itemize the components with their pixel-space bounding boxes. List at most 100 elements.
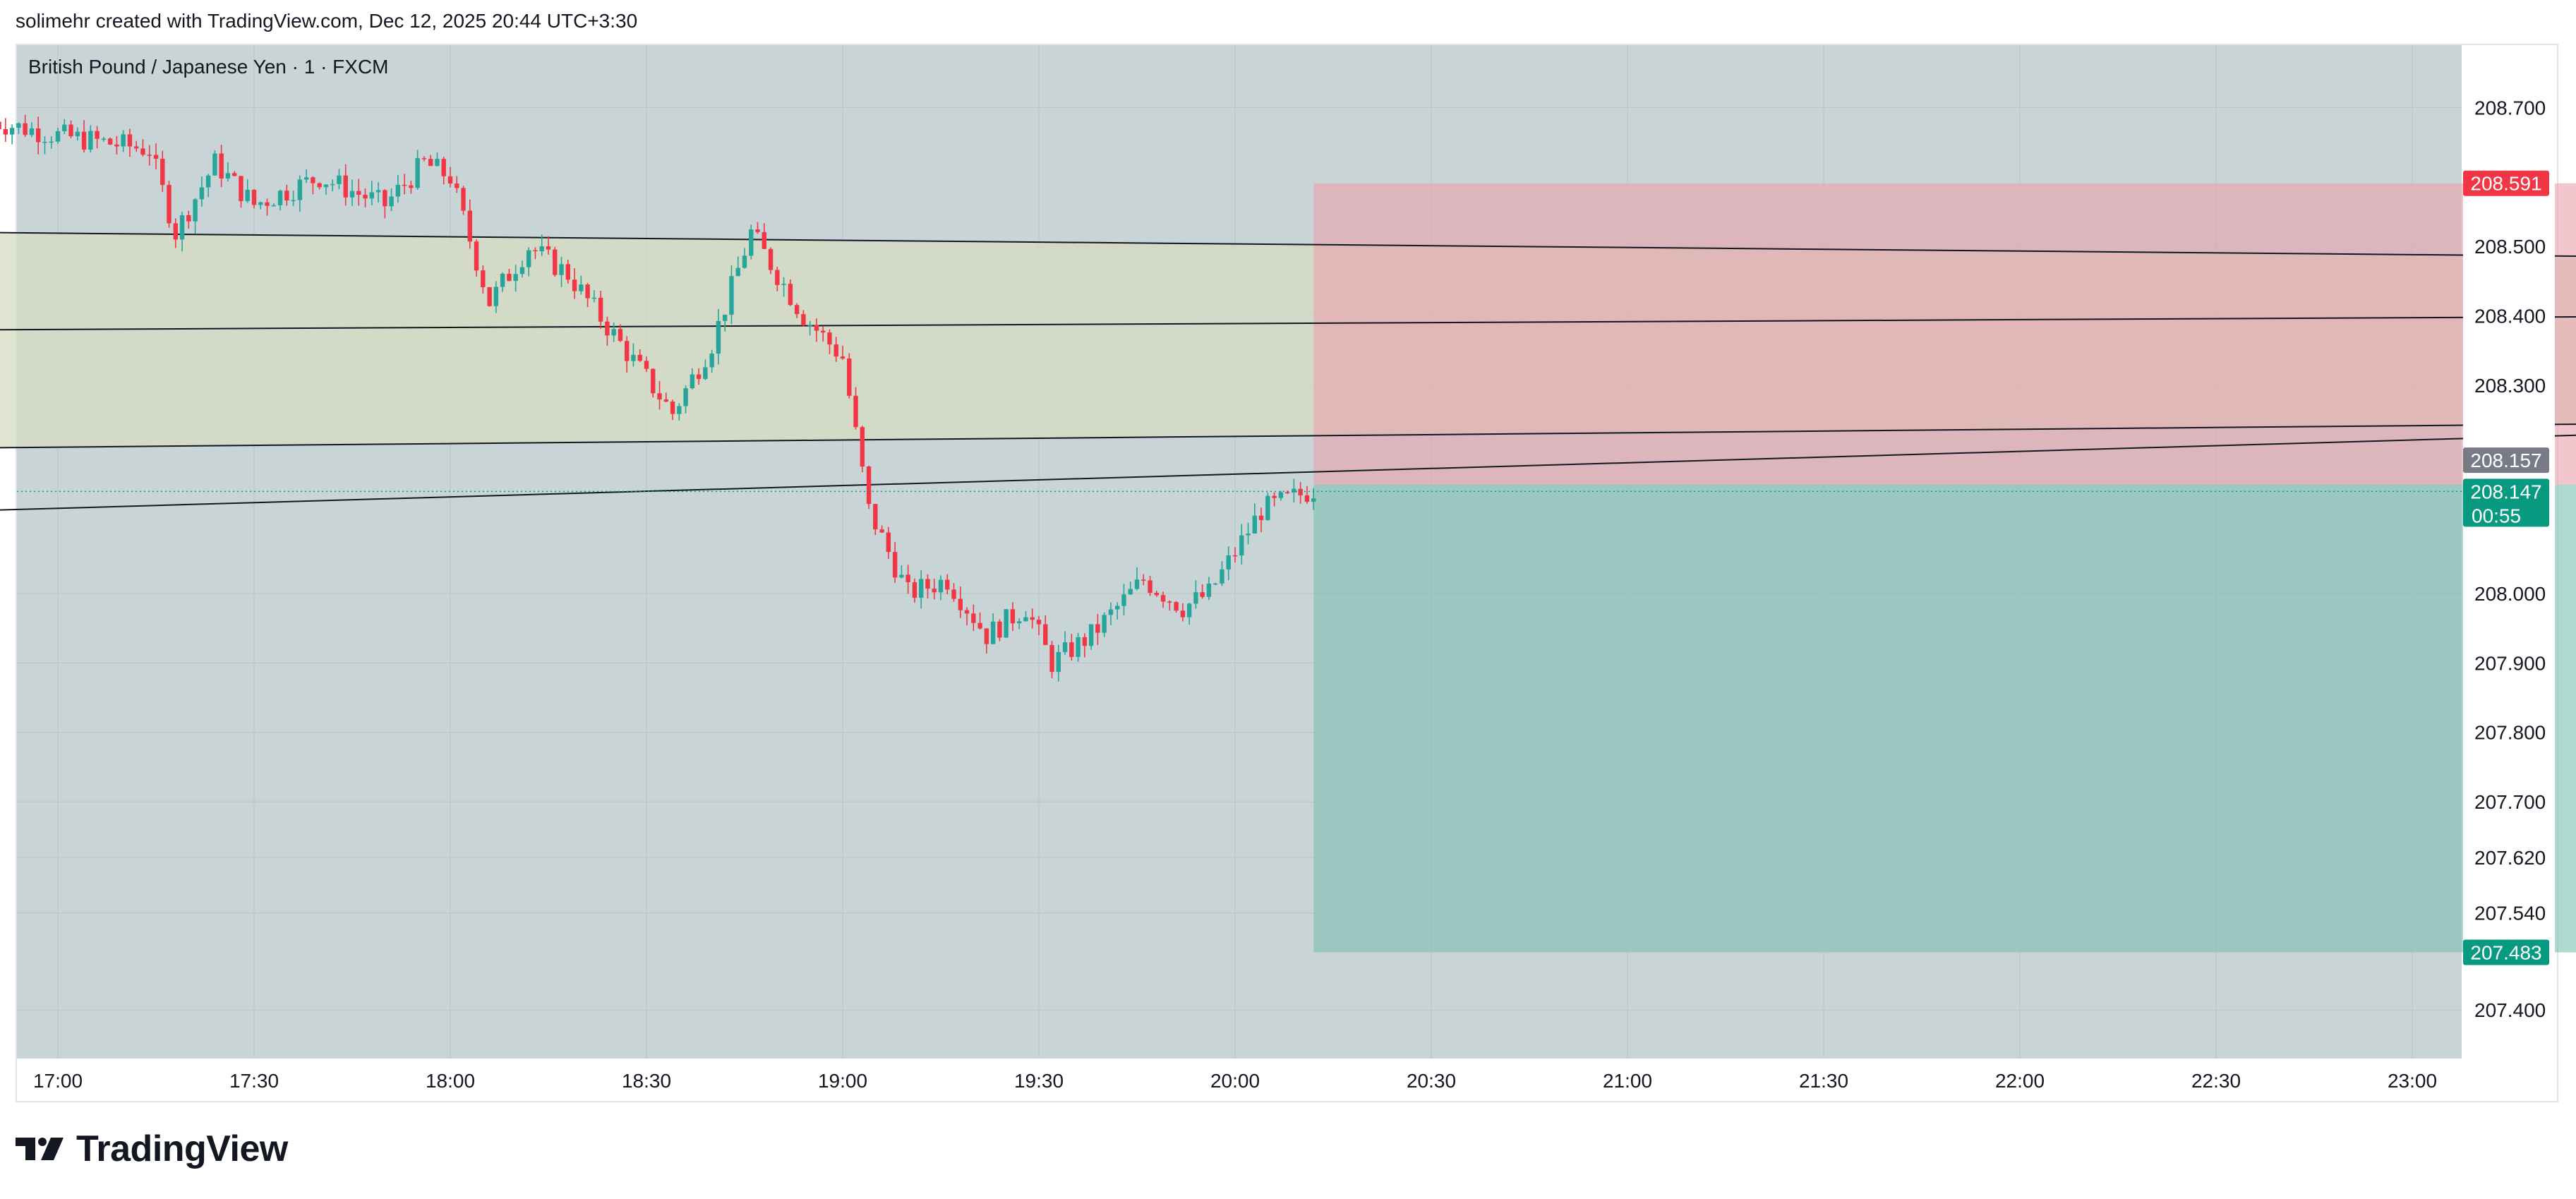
candle (892, 542, 898, 583)
candle (1095, 613, 1100, 646)
price-axis[interactable] (2463, 45, 2555, 1059)
candle (709, 349, 714, 373)
candle (42, 136, 47, 155)
candle (36, 116, 41, 155)
candle (1056, 644, 1061, 682)
time-axis-labels: 17:00 17:30 18:00 18:30 19:00 19:30 20:00 20:30… (33, 1070, 2437, 1092)
trend-lines[interactable] (0, 231, 2576, 511)
candle (179, 212, 185, 252)
candle (866, 465, 872, 510)
candle (277, 189, 283, 211)
candle (899, 565, 904, 579)
candle (873, 504, 878, 536)
svg-text:208.147: 208.147 (2470, 481, 2541, 502)
candle (167, 181, 171, 228)
candle (663, 392, 668, 402)
candle (114, 135, 119, 155)
candle (383, 189, 387, 219)
short-position-tool[interactable] (1313, 183, 2576, 953)
candle (1213, 582, 1218, 586)
candle (160, 150, 165, 192)
time-tick-label: 19:00 (818, 1070, 867, 1092)
time-tick-label: 22:00 (1995, 1070, 2045, 1092)
tradingview-logo[interactable]: TradingView (16, 1128, 288, 1170)
candle (539, 234, 544, 256)
candle (1160, 591, 1166, 608)
candle (186, 210, 191, 229)
candle (513, 265, 518, 292)
candle (814, 318, 819, 342)
candle (677, 403, 682, 421)
price-tick-label: 207.900 (2474, 652, 2546, 674)
candle (421, 156, 427, 162)
candle (55, 127, 61, 144)
tradingview-logo-icon (16, 1138, 64, 1160)
time-axis[interactable] (17, 1059, 2462, 1099)
time-tick-label: 17:30 (229, 1070, 279, 1092)
symbol-title[interactable]: British Pound / Japanese Yen · 1 · FXCM (28, 56, 389, 78)
candle (579, 275, 584, 295)
candle (1298, 482, 1303, 504)
candle (1030, 608, 1035, 629)
candle (297, 175, 303, 212)
candle (29, 122, 35, 138)
candle (827, 329, 832, 354)
candle (1154, 591, 1159, 597)
price-tick-label: 208.000 (2474, 583, 2546, 605)
candle (1010, 602, 1016, 632)
trend-line-3 (0, 423, 2576, 449)
candle (919, 570, 924, 609)
candle (1148, 576, 1152, 596)
candle (140, 139, 145, 157)
candle (435, 152, 440, 167)
candle (990, 613, 996, 644)
svg-text:208.157: 208.157 (2470, 450, 2541, 471)
candle (49, 136, 54, 149)
candle (75, 127, 80, 141)
candle (670, 399, 675, 421)
candle (239, 175, 243, 208)
candle (134, 140, 139, 152)
candle (618, 324, 623, 342)
candle (409, 181, 414, 194)
candle (500, 272, 505, 292)
candle (1043, 615, 1048, 646)
price-tick-label: 208.700 (2474, 97, 2546, 119)
candle (775, 267, 780, 291)
candle (337, 169, 342, 190)
candle (768, 247, 774, 275)
candle (605, 316, 610, 346)
candle (121, 130, 126, 152)
candle (1278, 490, 1284, 501)
candle (984, 628, 989, 653)
candle (801, 310, 806, 327)
candle (1102, 612, 1107, 637)
trend-line-2 (0, 316, 2576, 331)
candle (912, 578, 917, 603)
candle (375, 182, 381, 203)
candle (1200, 584, 1205, 599)
candle (729, 265, 734, 325)
candle (356, 179, 361, 206)
last-price-tag: 208.147 00:55 (2463, 478, 2549, 527)
candle (1121, 584, 1126, 615)
candle (251, 189, 257, 209)
candle (212, 150, 217, 176)
candle (1088, 624, 1094, 650)
candle (487, 287, 492, 307)
time-tick-label: 18:30 (622, 1070, 671, 1092)
candle (1232, 547, 1238, 563)
candle (369, 181, 374, 205)
candle (62, 119, 67, 135)
candle (1141, 574, 1146, 586)
candle (291, 191, 296, 206)
candle (88, 125, 93, 153)
time-tick-label: 20:30 (1407, 1070, 1456, 1092)
candle (225, 162, 231, 182)
candle (997, 619, 1002, 641)
candle (1076, 632, 1081, 662)
candle (853, 387, 858, 430)
candle (1023, 610, 1028, 622)
candle (637, 349, 642, 362)
